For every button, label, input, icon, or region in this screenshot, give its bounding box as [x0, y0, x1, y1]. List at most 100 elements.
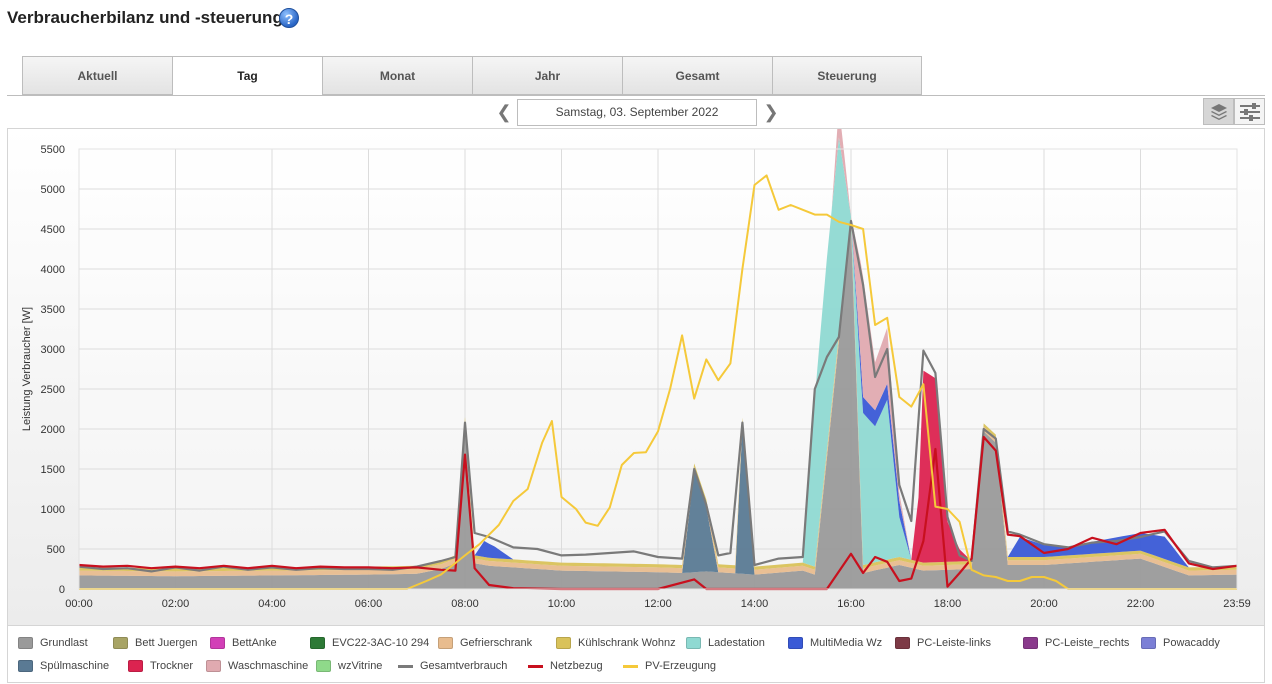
legend-item-sp-lmaschine[interactable]: Spülmaschine	[18, 659, 109, 673]
question-mark-icon[interactable]: ?	[279, 8, 299, 28]
legend-label: Ladestation	[708, 637, 765, 649]
legend-label: Trockner	[150, 660, 193, 672]
chevron-left-icon[interactable]: ❮	[496, 102, 512, 122]
x-tick-label: 16:00	[837, 598, 865, 610]
legend-swatch	[206, 660, 221, 672]
legend-label: PC-Leiste-links	[917, 637, 991, 649]
legend-label: Powacaddy	[1163, 637, 1220, 649]
y-tick-label: 5500	[41, 144, 65, 156]
legend-item-multimedia-wz[interactable]: MultiMedia Wz	[788, 636, 882, 650]
legend-item-powacaddy[interactable]: Powacaddy	[1141, 636, 1220, 650]
chart-svg: 0 500 1000 1500 2000 2500 3000 3500 4000 4500 5000…	[21, 129, 1251, 610]
legend-swatch	[438, 637, 453, 649]
legend-item-wzvitrine[interactable]: wzVitrine	[316, 659, 382, 673]
line-pv-erzeugung	[79, 174, 1237, 590]
legend-item-pc-leiste-links[interactable]: PC-Leiste-links	[895, 636, 991, 650]
legend-label: MultiMedia Wz	[810, 637, 883, 649]
legend-item-trockner[interactable]: Trockner	[128, 659, 193, 673]
legend-swatch	[18, 637, 33, 649]
legend-swatch	[788, 637, 803, 649]
y-tick-label: 1000	[41, 504, 65, 516]
chevron-right-icon[interactable]: ❯	[763, 102, 779, 122]
consumption-chart: 0 500 1000 1500 2000 2500 3000 3500 4000 4500 5000…	[7, 128, 1265, 626]
y-tick-label: 2500	[41, 384, 65, 396]
legend-label: PV-Erzeugung	[645, 660, 716, 672]
legend-label: EVC22-3AC-10 294	[332, 637, 430, 649]
y-axis-label: Leistung Verbraucher [W]	[21, 307, 33, 431]
legend-item-gefrierschrank[interactable]: Gefrierschrank	[438, 636, 532, 650]
y-tick-label: 1500	[41, 464, 65, 476]
y-tick-label: 3000	[41, 344, 65, 356]
legend-item-gesamtverbrauch[interactable]: Gesamtverbrauch	[398, 659, 507, 673]
legend-label: Gefrierschrank	[460, 637, 533, 649]
y-tick-label: 4000	[41, 264, 65, 276]
legend-swatch	[113, 637, 128, 649]
legend-item-grundlast[interactable]: Grundlast	[18, 636, 88, 650]
plot-border	[78, 148, 1238, 590]
x-tick-label: 20:00	[1030, 598, 1058, 610]
y-tick-label: 4500	[41, 224, 65, 236]
legend-label: BettAnke	[232, 637, 277, 649]
legend-item-waschmaschine[interactable]: Waschmaschine	[206, 659, 308, 673]
legend-item-evc22-3ac-10-294[interactable]: EVC22-3AC-10 294	[310, 636, 429, 650]
legend-label: Grundlast	[40, 637, 88, 649]
tab-gesamt[interactable]: Gesamt	[622, 56, 772, 95]
legend-swatch	[398, 664, 413, 668]
x-tick-label: 14:00	[741, 598, 769, 610]
legend-label: PC-Leiste_rechts	[1045, 637, 1130, 649]
legend-label: Netzbezug	[550, 660, 603, 672]
legend-swatch	[623, 664, 638, 668]
legend-item-bettanke[interactable]: BettAnke	[210, 636, 277, 650]
legend-label: Spülmaschine	[40, 660, 110, 672]
tab-tag[interactable]: Tag	[172, 56, 322, 96]
legend-label: Bett Juergen	[135, 637, 198, 649]
legend-item-pc-leiste-rechts[interactable]: PC-Leiste_rechts	[1023, 636, 1129, 650]
x-tick-label: 10:00	[548, 598, 576, 610]
legend-swatch	[895, 637, 910, 649]
legend-label: Kühlschrank Wohnz	[578, 637, 676, 649]
page-title: Verbraucherbilanz und -steuerung	[7, 8, 283, 27]
tab-steuerung[interactable]: Steuerung	[772, 56, 922, 95]
legend-swatch	[556, 637, 571, 649]
x-tick-label: 06:00	[355, 598, 383, 610]
tab-monat[interactable]: Monat	[322, 56, 472, 95]
legend-swatch	[310, 637, 325, 649]
date-selector[interactable]: Samstag, 03. September 2022	[517, 99, 757, 126]
x-tick-label: 00:00	[65, 598, 93, 610]
chart-legend: Grundlast Bett Juergen BettAnke EVC22-3AC-1…	[7, 626, 1265, 683]
line-view-button[interactable]	[1234, 98, 1265, 125]
legend-swatch	[686, 637, 701, 649]
x-tick-label: 23:59	[1223, 598, 1251, 610]
tab-divider	[7, 95, 1265, 96]
legend-item-bett-juergen[interactable]: Bett Juergen	[113, 636, 197, 650]
y-tick-label: 2000	[41, 424, 65, 436]
x-tick-label: 22:00	[1127, 598, 1155, 610]
legend-swatch	[210, 637, 225, 649]
tab-aktuell[interactable]: Aktuell	[22, 56, 172, 95]
sliders-icon	[1239, 102, 1260, 121]
legend-swatch	[1023, 637, 1038, 649]
y-tick-label: 0	[59, 584, 65, 596]
x-tick-label: 12:00	[644, 598, 672, 610]
y-tick-label: 5000	[41, 184, 65, 196]
x-tick-label: 04:00	[258, 598, 286, 610]
legend-item-ladestation[interactable]: Ladestation	[686, 636, 765, 650]
legend-swatch	[18, 660, 33, 672]
x-tick-label: 18:00	[934, 598, 962, 610]
legend-label: wzVitrine	[338, 660, 383, 672]
legend-swatch	[1141, 637, 1156, 649]
legend-label: Gesamtverbrauch	[420, 660, 508, 672]
legend-swatch	[128, 660, 143, 672]
legend-item-netzbezug[interactable]: Netzbezug	[528, 659, 603, 673]
legend-item-pv-erzeugung[interactable]: PV-Erzeugung	[623, 659, 716, 673]
legend-swatch	[316, 660, 331, 672]
tab-bar: Aktuell Tag Monat Jahr Gesamt Steuerung	[22, 56, 922, 96]
y-tick-label: 3500	[41, 304, 65, 316]
legend-item-k-hlschrank-wohnz[interactable]: Kühlschrank Wohnz	[556, 636, 676, 650]
y-tick-label: 500	[47, 544, 65, 556]
layers-icon	[1210, 103, 1227, 120]
legend-swatch	[528, 664, 543, 668]
stacked-view-button[interactable]	[1203, 98, 1234, 125]
x-tick-label: 08:00	[451, 598, 479, 610]
tab-jahr[interactable]: Jahr	[472, 56, 622, 95]
